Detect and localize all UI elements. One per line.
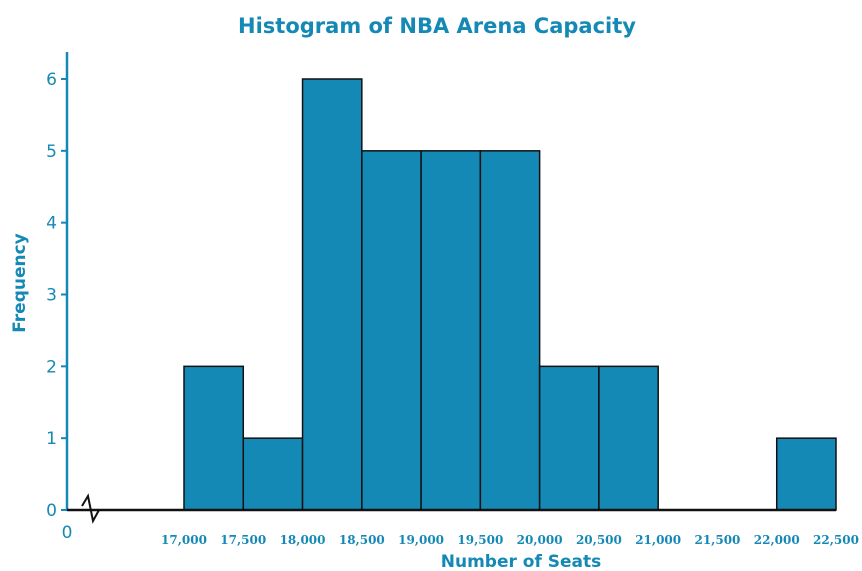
bars-group <box>183 78 837 511</box>
y-axis-ticks: 0 1 2 3 4 5 6 <box>46 70 67 521</box>
histogram-bar <box>598 365 659 511</box>
x-tick-label: 19,000 <box>398 533 444 547</box>
y-tick-label: 1 <box>46 429 57 449</box>
origin-label: 0 <box>62 523 73 543</box>
y-tick-label: 6 <box>46 70 57 90</box>
histogram-bar <box>420 150 482 511</box>
y-tick-label: 5 <box>46 142 57 162</box>
histogram-bar <box>301 78 363 511</box>
x-tick-label: 17,500 <box>220 533 266 547</box>
histogram-bar <box>538 365 600 511</box>
y-tick-label: 4 <box>46 214 57 234</box>
x-tick-label: 19,500 <box>457 533 503 547</box>
x-tick-label: 22,000 <box>754 533 800 547</box>
x-tick-label: 20,000 <box>517 533 563 547</box>
y-tick-label: 2 <box>46 357 57 377</box>
x-tick-label: 22,500 <box>813 533 859 547</box>
axis-break-icon <box>81 493 100 524</box>
histogram-bar <box>479 150 541 511</box>
histogram-bar <box>775 437 837 511</box>
chart-title: Histogram of NBA Arena Capacity <box>238 14 636 38</box>
y-axis-label: Frequency <box>10 233 30 333</box>
x-tick-label: 18,500 <box>339 533 385 547</box>
histogram-bar <box>361 150 422 511</box>
y-tick-label: 3 <box>46 286 57 306</box>
x-tick-label: 17,000 <box>161 533 207 547</box>
x-tick-label: 21,500 <box>694 533 740 547</box>
histogram-bar <box>183 365 245 511</box>
y-tick-label: 0 <box>46 501 57 521</box>
x-tick-labels: 17,000 17,500 18,000 18,500 19,000 19,500 20,0… <box>161 533 859 547</box>
histogram-bar <box>242 437 304 511</box>
x-tick-label: 21,000 <box>635 533 681 547</box>
x-axis-label: Number of Seats <box>441 552 602 571</box>
x-tick-label: 18,000 <box>280 533 326 547</box>
x-tick-label: 20,500 <box>576 533 622 547</box>
